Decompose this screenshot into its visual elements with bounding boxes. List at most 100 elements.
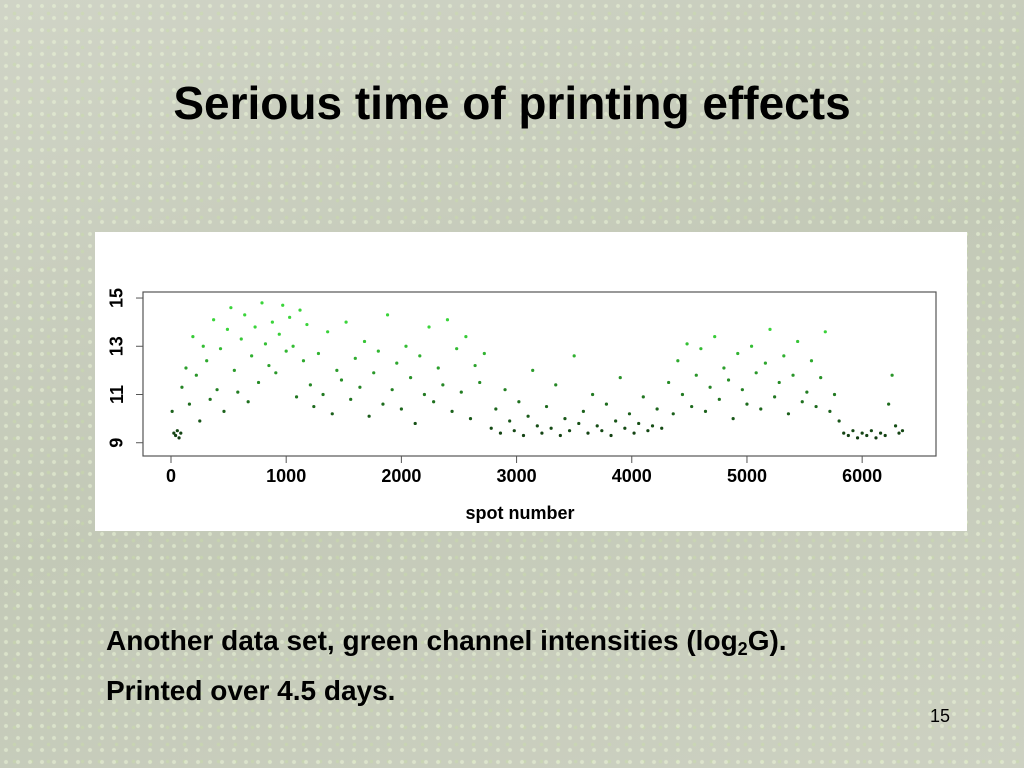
point [786, 412, 791, 416]
x-tick-label: 6000 [842, 466, 882, 486]
point [205, 359, 209, 363]
point [754, 371, 758, 375]
point [581, 409, 585, 413]
point [464, 335, 468, 339]
point [473, 363, 477, 368]
point [367, 414, 371, 418]
caption-text: G). [747, 625, 787, 656]
point [459, 390, 463, 394]
chart-panel [95, 232, 967, 531]
point [512, 429, 516, 433]
point [627, 412, 632, 416]
x-tick-label: 0 [166, 466, 176, 486]
y-tick-label: 9 [107, 438, 127, 448]
x-tick-label: 1000 [266, 466, 306, 486]
point [436, 366, 440, 370]
page-number: 15 [930, 706, 951, 726]
point [846, 433, 850, 438]
point [494, 407, 498, 411]
point [796, 339, 800, 344]
point [544, 404, 549, 409]
point [288, 315, 292, 319]
point [274, 371, 278, 375]
point [708, 385, 712, 389]
point [722, 366, 726, 370]
point [809, 359, 814, 363]
point [326, 330, 330, 334]
point [632, 431, 636, 435]
point [890, 373, 894, 377]
point [671, 412, 675, 416]
point [591, 392, 595, 397]
point [646, 429, 650, 433]
point [740, 388, 744, 392]
point [184, 366, 188, 370]
point [256, 380, 261, 385]
x-axis-label: spot number [465, 503, 574, 523]
point [427, 325, 431, 329]
point [897, 431, 901, 435]
point [179, 431, 183, 435]
point [623, 426, 627, 430]
point [270, 320, 274, 324]
point [175, 429, 179, 433]
point [229, 306, 233, 310]
point [376, 349, 380, 353]
x-tick-label: 2000 [381, 466, 421, 486]
y-tick-label: 13 [107, 336, 127, 356]
point [232, 368, 236, 372]
point [503, 388, 507, 392]
point [482, 351, 486, 356]
point [330, 412, 334, 416]
point [595, 424, 599, 428]
point [489, 426, 493, 430]
point [694, 373, 698, 377]
x-tick-label: 4000 [612, 466, 652, 486]
point [339, 378, 344, 382]
point [521, 433, 526, 438]
point [883, 433, 887, 438]
point [335, 368, 339, 372]
point [667, 380, 671, 385]
point [212, 318, 216, 322]
point [676, 359, 680, 363]
point [874, 436, 878, 440]
point [731, 417, 735, 421]
x-tick-label: 5000 [727, 466, 767, 486]
point [837, 419, 841, 423]
point [535, 424, 539, 428]
point [540, 431, 544, 435]
point [170, 409, 174, 413]
point [321, 392, 325, 397]
point [187, 402, 192, 406]
point [381, 402, 385, 406]
point [498, 431, 503, 435]
point [736, 351, 740, 356]
point [215, 388, 219, 392]
point [312, 404, 316, 409]
point [878, 431, 883, 435]
point [586, 431, 590, 435]
point [316, 351, 321, 356]
point [614, 419, 618, 423]
point [267, 363, 271, 368]
point [685, 342, 689, 346]
point [246, 400, 250, 404]
slide-title: Serious time of printing effects [173, 77, 851, 129]
point [450, 409, 454, 413]
point [277, 332, 281, 336]
point [239, 337, 243, 341]
point [637, 421, 641, 426]
point [422, 392, 427, 397]
point [174, 433, 178, 438]
x-tick-label: 3000 [497, 466, 537, 486]
point [358, 385, 362, 389]
point [250, 354, 254, 358]
point [208, 397, 212, 401]
point [531, 368, 535, 372]
point [554, 383, 558, 387]
point [301, 359, 306, 363]
point [819, 376, 823, 380]
point [194, 373, 198, 377]
